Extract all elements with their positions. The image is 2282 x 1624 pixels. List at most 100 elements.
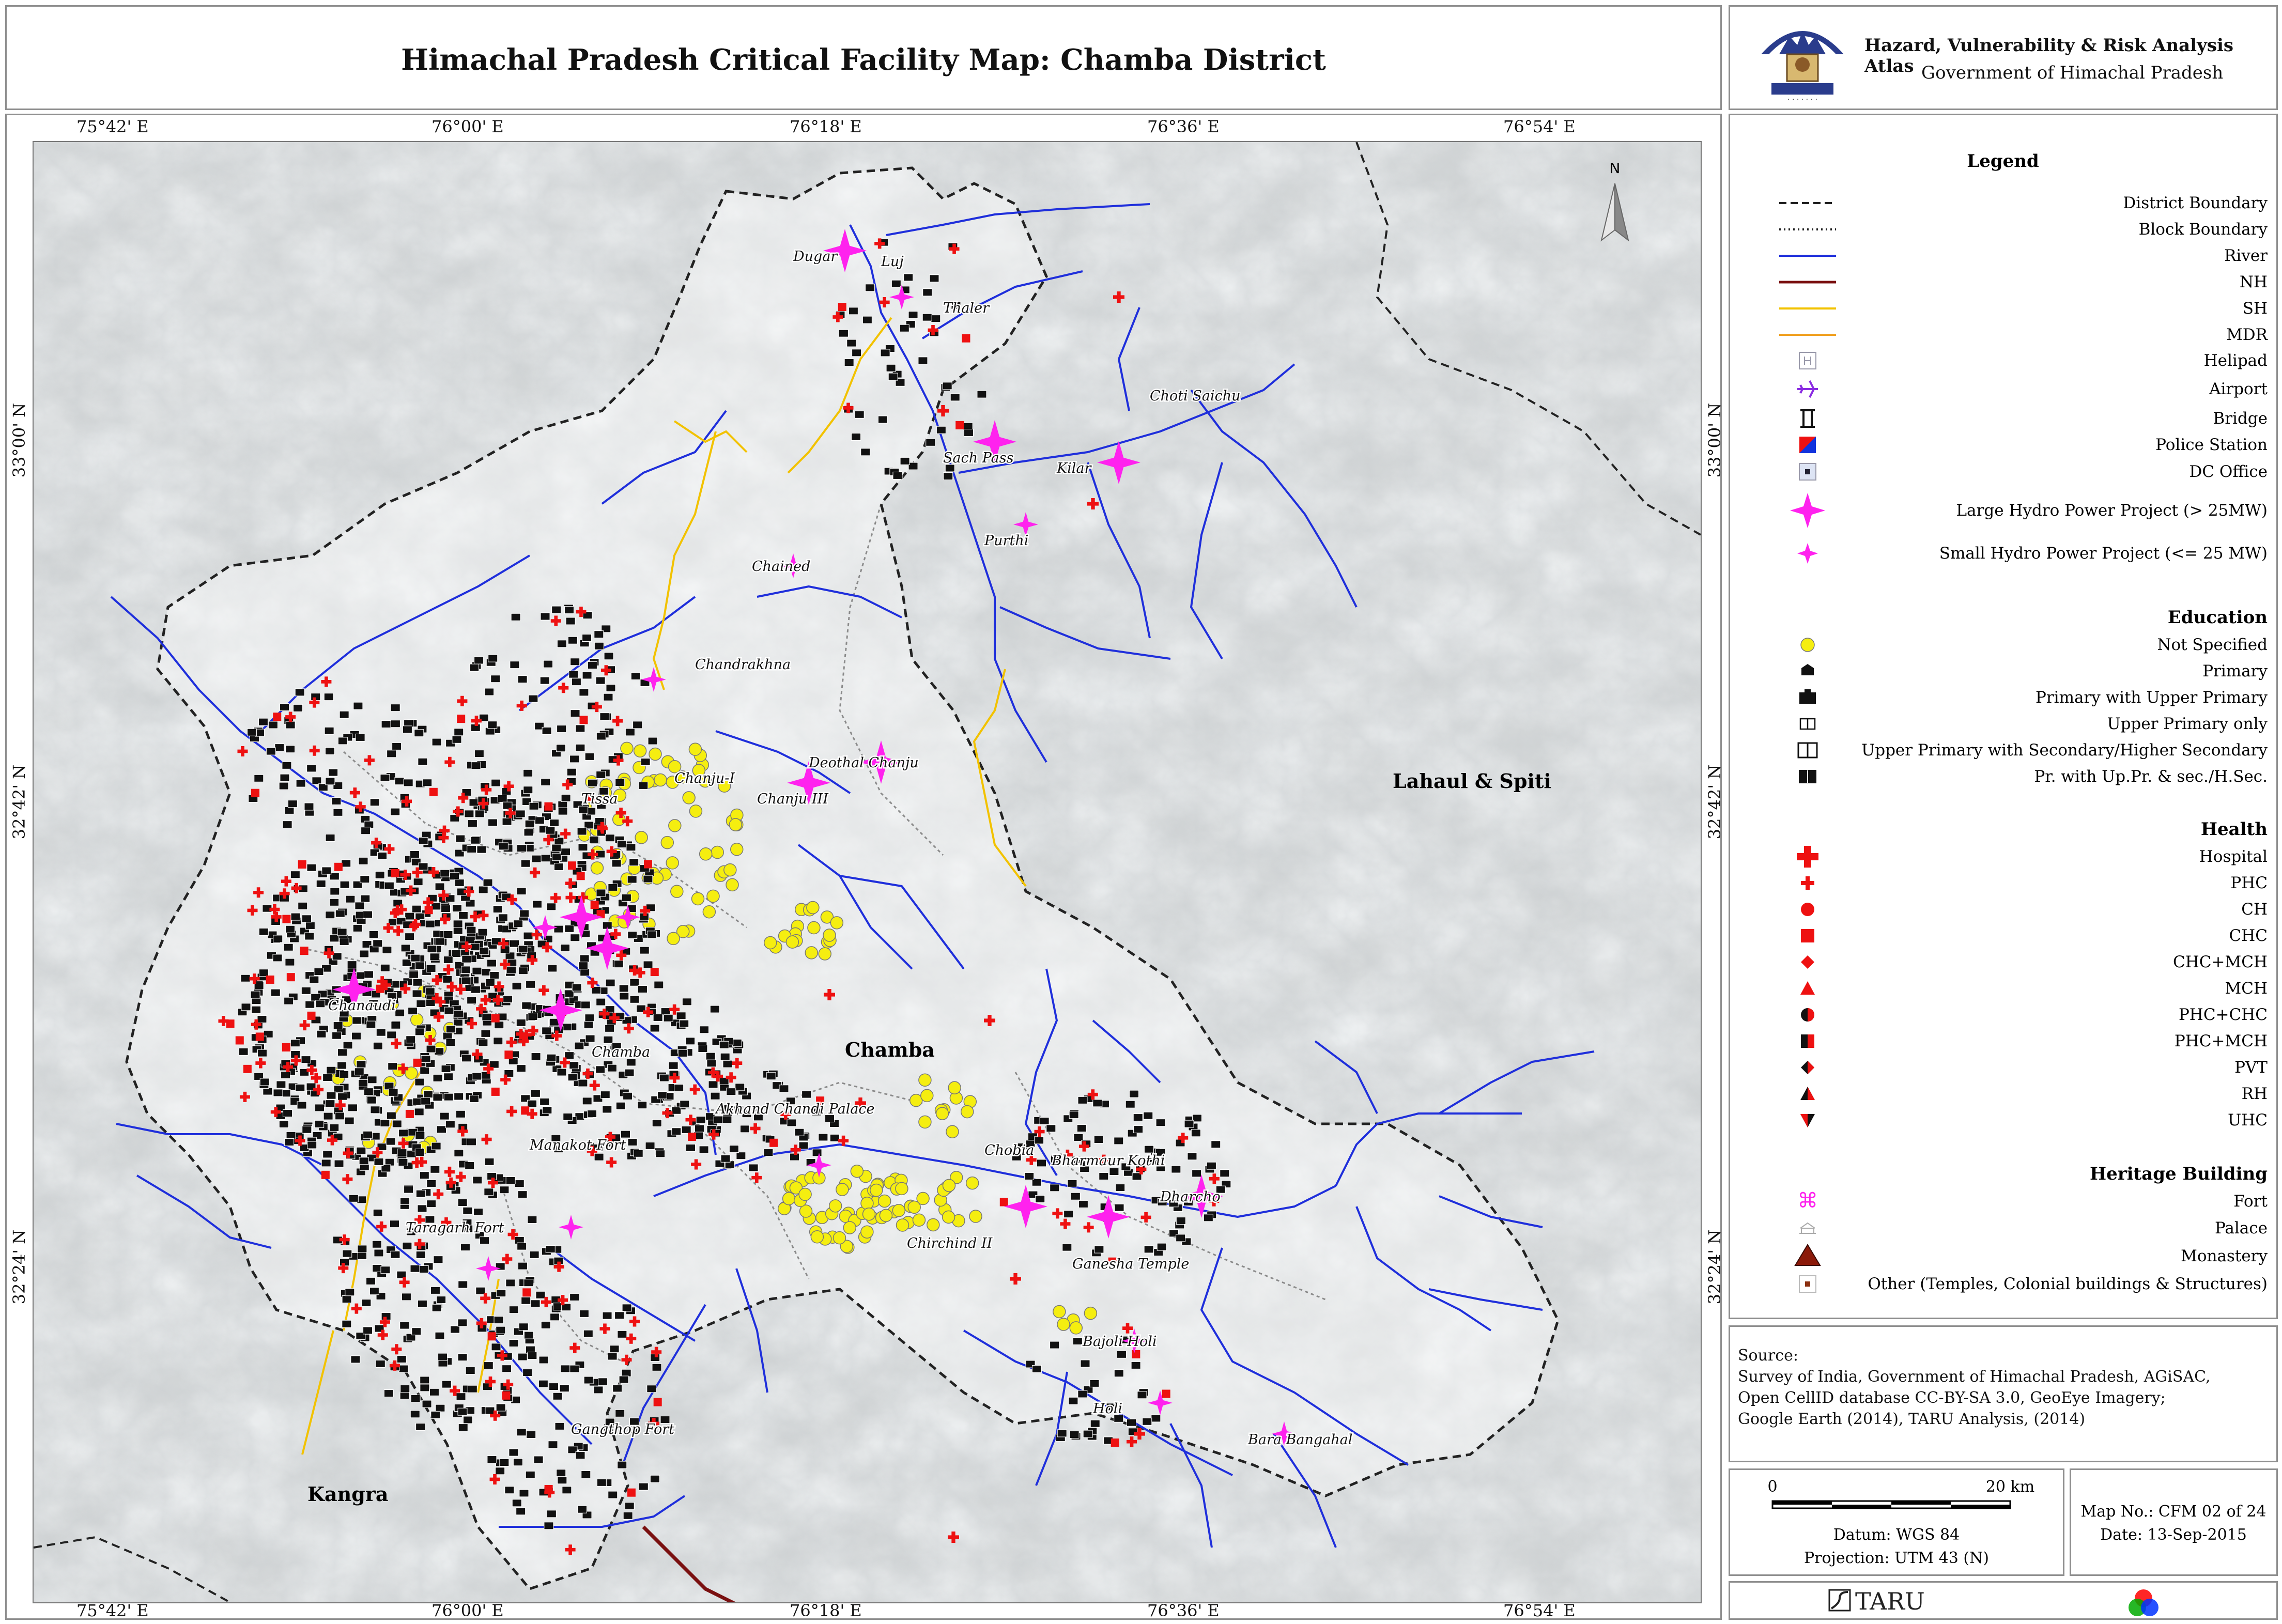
- primary-school-marker: [494, 1021, 504, 1029]
- primary-school-marker: [629, 995, 640, 1003]
- primary-school-marker: [663, 1014, 673, 1022]
- primary-school-marker: [453, 926, 463, 935]
- phc-marker: [578, 892, 589, 903]
- primary-school-marker: [629, 858, 639, 867]
- phc-marker: [483, 1063, 494, 1074]
- primary-school-marker: [404, 1185, 414, 1194]
- chc-marker: [273, 713, 282, 721]
- primary-school-marker: [455, 834, 466, 843]
- primary-school-marker: [575, 724, 585, 733]
- primary-school-marker: [442, 975, 453, 983]
- primary-school-marker: [510, 661, 520, 669]
- primary-school-marker: [579, 954, 590, 963]
- primary-school-marker: [281, 1071, 291, 1079]
- primary-school-marker: [321, 867, 332, 875]
- primary-school-marker: [1148, 1157, 1158, 1165]
- primary-school-marker: [272, 954, 283, 962]
- school-not-specified-marker: [832, 1231, 846, 1245]
- primary-school-marker: [1211, 1140, 1221, 1149]
- primary-school-marker: [1011, 1153, 1022, 1161]
- school-not-specified-marker: [785, 935, 799, 949]
- school-not-specified-marker: [818, 947, 832, 961]
- legend-label: Upper Primary with Secondary/Higher Seco…: [1861, 741, 2268, 760]
- primary-school-marker: [383, 1389, 394, 1398]
- primary-school-marker: [518, 967, 528, 975]
- chc-marker: [491, 1087, 500, 1096]
- primary-school-marker: [422, 1400, 432, 1408]
- primary-school-marker: [493, 1037, 503, 1045]
- school-not-specified-marker: [668, 760, 682, 774]
- chc-marker: [576, 872, 585, 880]
- primary-school-marker: [545, 826, 556, 834]
- primary-school-marker: [1070, 1192, 1081, 1200]
- phc-marker: [558, 683, 569, 693]
- primary-school-marker: [377, 852, 388, 860]
- primary-school-marker: [452, 904, 462, 912]
- chc-marker: [334, 862, 343, 871]
- primary-school-marker: [390, 1250, 400, 1259]
- river-line: [715, 730, 851, 794]
- chc-marker: [376, 984, 384, 993]
- phc-marker: [398, 1138, 409, 1149]
- phc-marker: [433, 1189, 444, 1200]
- primary-school-marker: [279, 782, 289, 790]
- primary-school-marker: [285, 925, 295, 933]
- primary-school-marker: [414, 729, 424, 737]
- grid-label-right: 33°00' N: [1705, 403, 1725, 478]
- chc-marker: [235, 1036, 244, 1045]
- place-label: Taragarh Fort: [406, 1220, 504, 1236]
- phc-marker: [707, 1067, 718, 1078]
- school-not-specified-marker: [907, 1200, 921, 1214]
- phc-marker: [542, 942, 552, 953]
- legend-heading-heritage: Heritage Building: [2090, 1164, 2268, 1184]
- primary-school-marker: [258, 718, 268, 726]
- primary-school-marker: [453, 920, 463, 928]
- primary-school-marker: [284, 997, 294, 1005]
- primary-school-marker: [936, 426, 946, 434]
- phc-marker: [565, 878, 576, 889]
- map-frame[interactable]: Lahaul & Spiti Chamba Kangra Dugar Luj Tha…: [33, 141, 1702, 1603]
- primary-school-marker: [345, 895, 356, 903]
- primary-school-marker: [523, 786, 533, 794]
- school-not-specified-marker: [410, 1013, 424, 1027]
- primary-school-marker: [546, 1054, 557, 1062]
- phc-marker: [832, 312, 843, 322]
- primary-school-marker: [708, 1080, 718, 1089]
- primary-school-marker: [420, 1066, 430, 1075]
- chc-marker: [405, 1109, 414, 1118]
- phc-marker: [239, 1091, 250, 1102]
- primary-school-marker: [1073, 1134, 1084, 1142]
- primary-school-marker: [443, 956, 453, 964]
- primary-school-marker: [1206, 1162, 1216, 1170]
- phc-marker: [582, 1068, 593, 1079]
- primary-school-marker: [491, 779, 501, 787]
- primary-school-marker: [720, 1053, 730, 1061]
- primary-school-marker: [1131, 1361, 1141, 1369]
- primary-school-marker: [1155, 1148, 1166, 1156]
- primary-school-marker: [331, 797, 342, 805]
- phc-marker: [635, 967, 645, 978]
- place-label: Manakot Fort: [529, 1137, 626, 1153]
- primary-school-marker: [722, 1116, 732, 1124]
- primary-school-marker: [297, 1101, 307, 1109]
- phc-marker: [457, 695, 468, 706]
- primary-school-marker: [460, 1243, 470, 1251]
- phc-marker: [487, 1178, 498, 1188]
- primary-school-marker: [578, 962, 589, 970]
- phc-marker: [984, 1015, 996, 1027]
- primary-school-marker: [629, 978, 640, 986]
- map-canvas[interactable]: Lahaul & Spiti Chamba Kangra Dugar Luj Tha…: [34, 142, 1701, 1602]
- rgb-circles-icon: [2129, 1589, 2158, 1616]
- primary-school-marker: [411, 905, 422, 913]
- primary-school-marker: [564, 989, 574, 998]
- primary-school-marker: [556, 744, 566, 752]
- phc-marker: [616, 950, 627, 961]
- phc-marker: [431, 975, 442, 985]
- primary-school-marker: [465, 1161, 475, 1169]
- primary-school-marker: [467, 819, 477, 828]
- primary-school-marker: [502, 801, 513, 810]
- primary-school-marker: [315, 1000, 326, 1008]
- primary-school-marker: [903, 273, 914, 282]
- hospital-cross-icon: [1797, 846, 1818, 868]
- state-highway-line: [652, 431, 717, 690]
